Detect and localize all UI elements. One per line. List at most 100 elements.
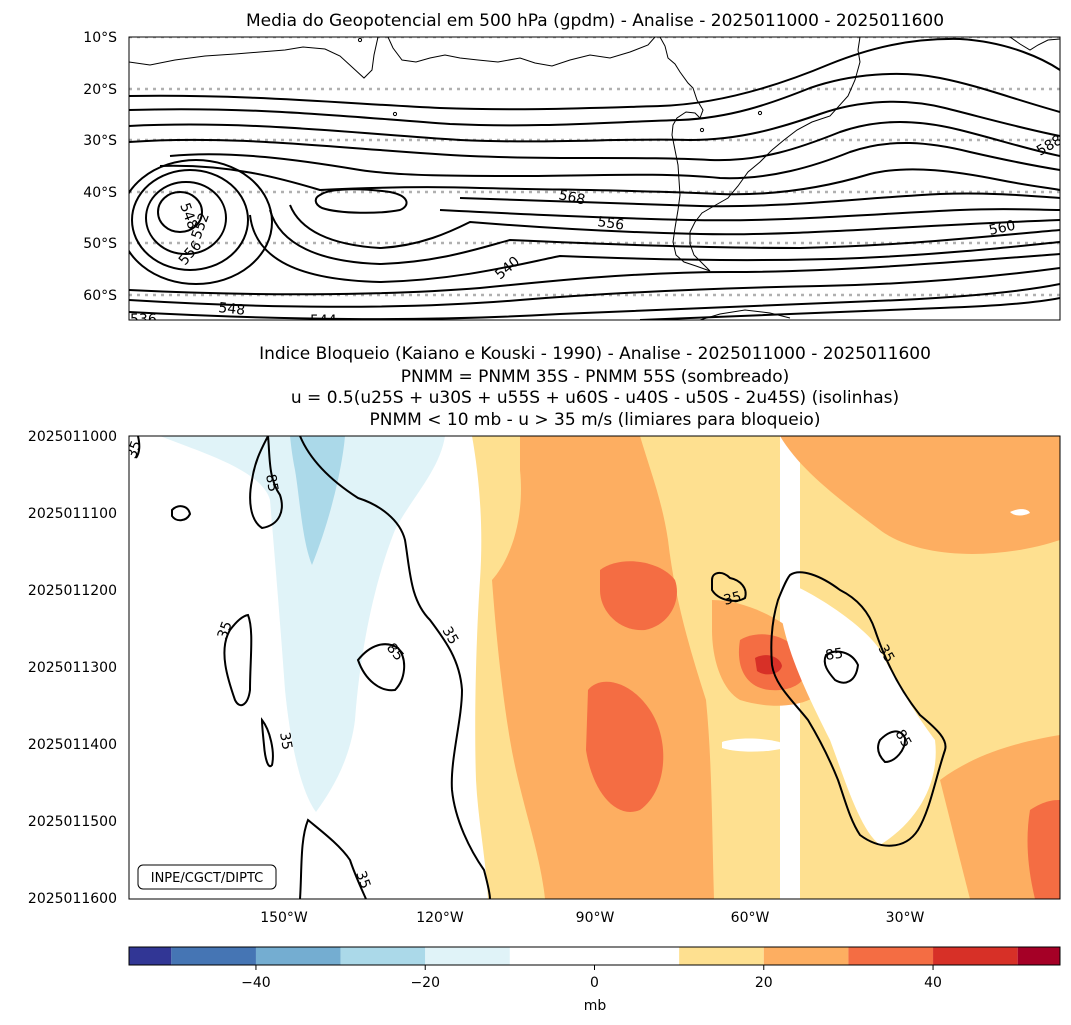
geopotential-contour bbox=[129, 283, 1060, 320]
pnmm-fill-white bbox=[780, 580, 936, 845]
geopotential-contour bbox=[145, 181, 227, 255]
geopotential-contour bbox=[289, 204, 1060, 250]
pnmm-fill-red-orange bbox=[1027, 800, 1060, 899]
bottom-panel-title-line: u = 0.5(u25S + u30S + u55S + u60S - u40S… bbox=[291, 388, 899, 408]
geopotential-contour bbox=[249, 214, 1060, 284]
island-mark bbox=[757, 110, 763, 116]
geopotential-contour bbox=[439, 208, 1060, 222]
isoline-label: 85 bbox=[892, 727, 915, 750]
pnmm-fill-blue bbox=[290, 436, 345, 565]
bottom-y-tick-label: 2025011500 bbox=[28, 814, 117, 830]
pnmm-fill-white bbox=[722, 738, 790, 752]
geopotential-contour bbox=[129, 121, 1060, 162]
pnmm-fill-white bbox=[1010, 509, 1030, 516]
colorbar: −40 −20 0 20 40 bbox=[128, 946, 1061, 991]
geopotential-contour bbox=[314, 188, 408, 214]
geopotential-contour bbox=[129, 267, 1060, 308]
bottom-panel-title-line: PNMM = PNMM 35S - PNMM 55S (sombreado) bbox=[401, 367, 790, 387]
pnmm-fill-red bbox=[755, 655, 782, 675]
u-isoline bbox=[823, 650, 860, 684]
bottom-y-tick-label: 2025011300 bbox=[28, 660, 117, 676]
geopotential-contour bbox=[157, 191, 203, 233]
u-isoline bbox=[171, 505, 192, 522]
credit-box bbox=[137, 864, 277, 890]
isoline-label: 35 bbox=[439, 624, 462, 647]
pnmm-fill-red-orange bbox=[600, 561, 677, 631]
australia-coastline bbox=[387, 37, 656, 67]
blocking-index-panel: 35 85 35 35 85 35 35 35 85 35 85 INPE/CG… bbox=[128, 435, 1061, 900]
geopotential-contour bbox=[129, 253, 1060, 296]
colorbar-tick-label: 40 bbox=[924, 975, 942, 991]
u-isoline bbox=[299, 818, 367, 899]
bottom-x-axis: 150°W 120°W 90°W 60°W 30°W bbox=[260, 910, 924, 926]
contour-label: 544 bbox=[310, 313, 337, 329]
pnmm-fill-red-orange bbox=[586, 681, 664, 812]
isoline-label: 85 bbox=[824, 646, 844, 664]
island-mark bbox=[357, 37, 363, 43]
colorbar-tick-label: 0 bbox=[590, 975, 599, 991]
isoline-label: 35 bbox=[215, 619, 236, 641]
bottom-panel-title-line: PNMM < 10 mb - u > 35 m/s (limiares para… bbox=[370, 410, 821, 430]
new-zealand-coastline bbox=[1009, 37, 1060, 51]
isoline-label: 35 bbox=[276, 731, 295, 751]
bottom-y-tick-label: 2025011000 bbox=[28, 429, 117, 445]
colorbar-swatch bbox=[848, 947, 934, 965]
bottom-y-axis: 2025011000 2025011100 2025011200 2025011… bbox=[28, 429, 117, 907]
colorbar-swatch bbox=[425, 947, 510, 965]
colorbar-tick-label: −40 bbox=[241, 975, 271, 991]
u-isoline bbox=[249, 436, 283, 530]
bottom-x-tick-label: 30°W bbox=[886, 910, 925, 926]
top-y-tick-label: 40°S bbox=[83, 185, 117, 201]
pnmm-fill-light-blue bbox=[160, 436, 445, 812]
contour-label: 568 bbox=[557, 187, 586, 208]
isoline-label: 85 bbox=[262, 473, 281, 493]
bottom-y-tick-label: 2025011400 bbox=[28, 737, 117, 753]
top-panel-frame bbox=[128, 36, 1061, 321]
geopotential-contour bbox=[129, 37, 1060, 111]
isoline-label: 35 bbox=[722, 589, 743, 609]
top-map-panel: 548 552 556 568 556 540 560 588 548 544 … bbox=[128, 36, 1061, 329]
top-y-tick-label: 10°S bbox=[83, 30, 117, 46]
geopotential-contour bbox=[269, 209, 1060, 266]
top-y-tick-label: 30°S bbox=[83, 133, 117, 149]
geopotential-contour bbox=[159, 164, 1060, 196]
contour-label: 536 bbox=[130, 312, 157, 328]
bottom-panel-frame bbox=[128, 435, 1061, 900]
bottom-panel-title-line: Indice Bloqueio (Kaiano e Kouski - 1990)… bbox=[259, 344, 931, 364]
island-mark bbox=[699, 127, 705, 133]
pnmm-fill-orange bbox=[780, 436, 1060, 554]
south-america-coastline bbox=[659, 37, 861, 272]
bottom-x-tick-label: 90°W bbox=[576, 910, 615, 926]
contour-label: 560 bbox=[988, 218, 1017, 239]
geopotential-contour bbox=[129, 100, 1060, 143]
u-isoline bbox=[876, 730, 907, 764]
u-isoline bbox=[135, 436, 141, 459]
colorbar-tick-label: −20 bbox=[410, 975, 440, 991]
bottom-y-tick-label: 2025011200 bbox=[28, 583, 117, 599]
bottom-x-tick-label: 120°W bbox=[416, 910, 464, 926]
colorbar-swatch bbox=[255, 947, 341, 965]
u-isoline bbox=[770, 571, 947, 847]
island-mark bbox=[392, 111, 398, 117]
top-y-tick-label: 20°S bbox=[83, 82, 117, 98]
colorbar-swatch bbox=[509, 947, 680, 965]
geopotential-contour bbox=[459, 192, 1060, 208]
colorbar-swatch bbox=[1017, 947, 1060, 965]
bottom-y-tick-label: 2025011100 bbox=[28, 506, 117, 522]
credit-label: INPE/CGCT/DIPTC bbox=[151, 871, 263, 886]
geopotential-contour bbox=[129, 159, 273, 285]
colorbar-swatch bbox=[340, 947, 426, 965]
africa-coastline bbox=[129, 37, 379, 79]
colorbar-swatch bbox=[129, 947, 172, 965]
colorbar-swatch bbox=[171, 947, 256, 965]
u-isoline bbox=[260, 717, 274, 768]
colorbar-swatch bbox=[679, 947, 764, 965]
colorbar-swatch bbox=[933, 947, 1018, 965]
colorbar-swatch bbox=[763, 947, 849, 965]
geopotential-contour bbox=[169, 142, 1060, 180]
contour-label: 556 bbox=[596, 214, 625, 234]
u-isoline bbox=[223, 613, 253, 707]
geopotential-contour bbox=[639, 297, 1060, 320]
bottom-x-tick-label: 60°W bbox=[731, 910, 770, 926]
